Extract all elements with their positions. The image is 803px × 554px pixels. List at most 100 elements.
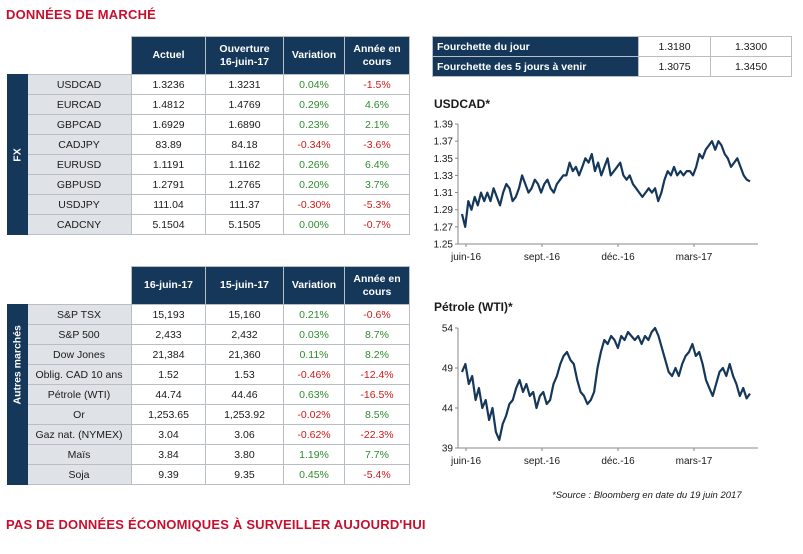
other-date1-value: 21,384 xyxy=(131,344,206,365)
other-date2-value: 1,253.92 xyxy=(205,404,284,425)
other-variation-value: -0.62% xyxy=(283,424,345,445)
usdcad-y-tick-label: 1.33 xyxy=(434,171,454,182)
fx-annee-value: 2.1% xyxy=(344,114,410,135)
other-row: S&P 500 2,433 2,432 0.03% 8.7% xyxy=(8,324,410,345)
range-low: 1.3075 xyxy=(638,56,711,77)
fx-actuel-value: 1.1191 xyxy=(131,154,206,175)
fx-instrument-name: EURUSD xyxy=(27,154,132,175)
fx-ouverture-value: 5.1505 xyxy=(205,214,284,235)
other-header-date1: 16-juin-17 xyxy=(131,266,206,305)
other-row: Oblig. CAD 10 ans 1.52 1.53 -0.46% -12.4% xyxy=(8,364,410,385)
fx-row: EURUSD 1.1191 1.1162 0.26% 6.4% xyxy=(8,154,410,175)
other-variation-value: 1.19% xyxy=(283,444,345,465)
other-annee-value: 8.7% xyxy=(344,324,410,345)
other-date1-value: 2,433 xyxy=(131,324,206,345)
fx-instrument-name: GBPUSD xyxy=(27,174,132,195)
fx-variation-value: 0.00% xyxy=(283,214,345,235)
other-variation-value: 0.45% xyxy=(283,464,345,485)
oil-y-tick-label: 54 xyxy=(442,324,454,335)
other-header-annee: Année en cours xyxy=(344,266,410,305)
fx-ouverture-value: 1.2765 xyxy=(205,174,284,195)
fx-row: CADJPY 83.89 84.18 -0.34% -3.6% xyxy=(8,134,410,155)
usdcad-chart: 1.25 1.27 1.29 1.31 1.33 1.35 1.37 1.39 juin-16 s… xyxy=(434,120,758,263)
usdcad-y-tick-label: 1.27 xyxy=(434,222,454,233)
other-markets-table: 16-juin-17 15-juin-17 Variation Année en… xyxy=(7,266,410,485)
other-row: Pétrole (WTI) 44.74 44.46 0.63% -16.5% xyxy=(8,384,410,405)
fx-side-label: FX xyxy=(7,74,28,235)
other-row: Maïs 3.84 3.80 1.19% 7.7% xyxy=(8,444,410,465)
other-instrument-name: Soja xyxy=(27,464,132,485)
fx-row: FX USDCAD 1.3236 1.3231 0.04% -1.5% xyxy=(7,74,410,235)
fx-ouverture-value: 84.18 xyxy=(205,134,284,155)
other-annee-value: -12.4% xyxy=(344,364,410,385)
oil-chart: 39 44 49 54 juin-16 sept.-16 déc.-16 mars-17 xyxy=(442,324,758,467)
fx-actuel-value: 1.2791 xyxy=(131,174,206,195)
fx-variation-value: -0.34% xyxy=(283,134,345,155)
fx-instrument-name: USDJPY xyxy=(27,194,132,215)
range-label: Fourchette des 5 jours à venir xyxy=(432,56,639,77)
usdcad-y-tick-label: 1.39 xyxy=(434,120,454,131)
other-variation-value: 0.03% xyxy=(283,324,345,345)
fx-actuel-value: 5.1504 xyxy=(131,214,206,235)
oil-series-line xyxy=(460,326,751,442)
range-row-day: Fourchette du jour 1.3180 1.3300 xyxy=(432,36,792,57)
other-row: Dow Jones 21,384 21,360 0.11% 8.2% xyxy=(8,344,410,365)
oil-chart-title: Pétrole (WTI)* xyxy=(434,300,513,314)
fx-row: CADCNY 5.1504 5.1505 0.00% -0.7% xyxy=(8,214,410,235)
oil-x-tick-label: déc.-16 xyxy=(601,456,635,467)
usdcad-y-tick-label: 1.37 xyxy=(434,137,454,148)
fx-ouverture-value: 1.6890 xyxy=(205,114,284,135)
usdcad-y-tick-label: 1.29 xyxy=(434,205,454,216)
other-row: Soja 9.39 9.35 0.45% -5.4% xyxy=(8,464,410,485)
range-low: 1.3180 xyxy=(638,36,711,57)
fx-ouverture-value: 1.3231 xyxy=(205,74,284,95)
other-instrument-name: S&P 500 xyxy=(27,324,132,345)
other-date1-value: 15,193 xyxy=(131,304,206,325)
fx-ouverture-value: 1.4769 xyxy=(205,94,284,115)
fx-ouverture-value: 111.37 xyxy=(205,194,284,215)
fx-variation-value: 0.23% xyxy=(283,114,345,135)
usdcad-y-tick-label: 1.31 xyxy=(434,188,454,199)
fx-actuel-value: 1.6929 xyxy=(131,114,206,135)
other-date2-value: 9.35 xyxy=(205,464,284,485)
fx-instrument-name: USDCAD xyxy=(27,74,132,95)
source-note: *Source : Bloomberg en date du 19 juin 2… xyxy=(552,490,742,501)
other-instrument-name: Oblig. CAD 10 ans xyxy=(27,364,132,385)
other-header-variation: Variation xyxy=(283,266,345,305)
other-date1-value: 3.84 xyxy=(131,444,206,465)
oil-x-tick-label: sept.-16 xyxy=(524,456,561,467)
usdcad-x-tick-label: sept.-16 xyxy=(524,252,561,263)
fx-instrument-name: CADJPY xyxy=(27,134,132,155)
range-label: Fourchette du jour xyxy=(432,36,639,57)
other-date2-value: 3.80 xyxy=(205,444,284,465)
other-date2-value: 21,360 xyxy=(205,344,284,365)
other-row: Gaz nat. (NYMEX) 3.04 3.06 -0.62% -22.3% xyxy=(8,424,410,445)
usdcad-chart-title: USDCAD* xyxy=(434,97,491,111)
fx-annee-value: -5.3% xyxy=(344,194,410,215)
usdcad-series-line xyxy=(460,140,751,229)
fx-row: GBPCAD 1.6929 1.6890 0.23% 2.1% xyxy=(8,114,410,135)
other-date2-value: 44.46 xyxy=(205,384,284,405)
other-annee-value: -0.6% xyxy=(344,304,410,325)
other-annee-value: 7.7% xyxy=(344,444,410,465)
other-variation-value: 0.63% xyxy=(283,384,345,405)
other-annee-value: -16.5% xyxy=(344,384,410,405)
fx-annee-value: -3.6% xyxy=(344,134,410,155)
fx-actuel-value: 1.3236 xyxy=(131,74,206,95)
fx-annee-value: -1.5% xyxy=(344,74,410,95)
other-date1-value: 9.39 xyxy=(131,464,206,485)
other-instrument-name: Dow Jones xyxy=(27,344,132,365)
other-date2-value: 2,432 xyxy=(205,324,284,345)
other-annee-value: 8.2% xyxy=(344,344,410,365)
fx-annee-value: -0.7% xyxy=(344,214,410,235)
fx-row: USDJPY 111.04 111.37 -0.30% -5.3% xyxy=(8,194,410,215)
other-annee-value: 8.5% xyxy=(344,404,410,425)
oil-x-tick-label: juin-16 xyxy=(450,456,481,467)
section-title-no-economic-data: PAS DE DONNÉES ÉCONOMIQUES À SURVEILLER … xyxy=(6,517,426,532)
other-instrument-name: Maïs xyxy=(27,444,132,465)
other-date2-value: 15,160 xyxy=(205,304,284,325)
usdcad-x-tick-label: mars-17 xyxy=(676,252,713,263)
range-high: 1.3300 xyxy=(710,36,792,57)
usdcad-x-tick-label: déc.-16 xyxy=(601,252,635,263)
other-date1-value: 44.74 xyxy=(131,384,206,405)
